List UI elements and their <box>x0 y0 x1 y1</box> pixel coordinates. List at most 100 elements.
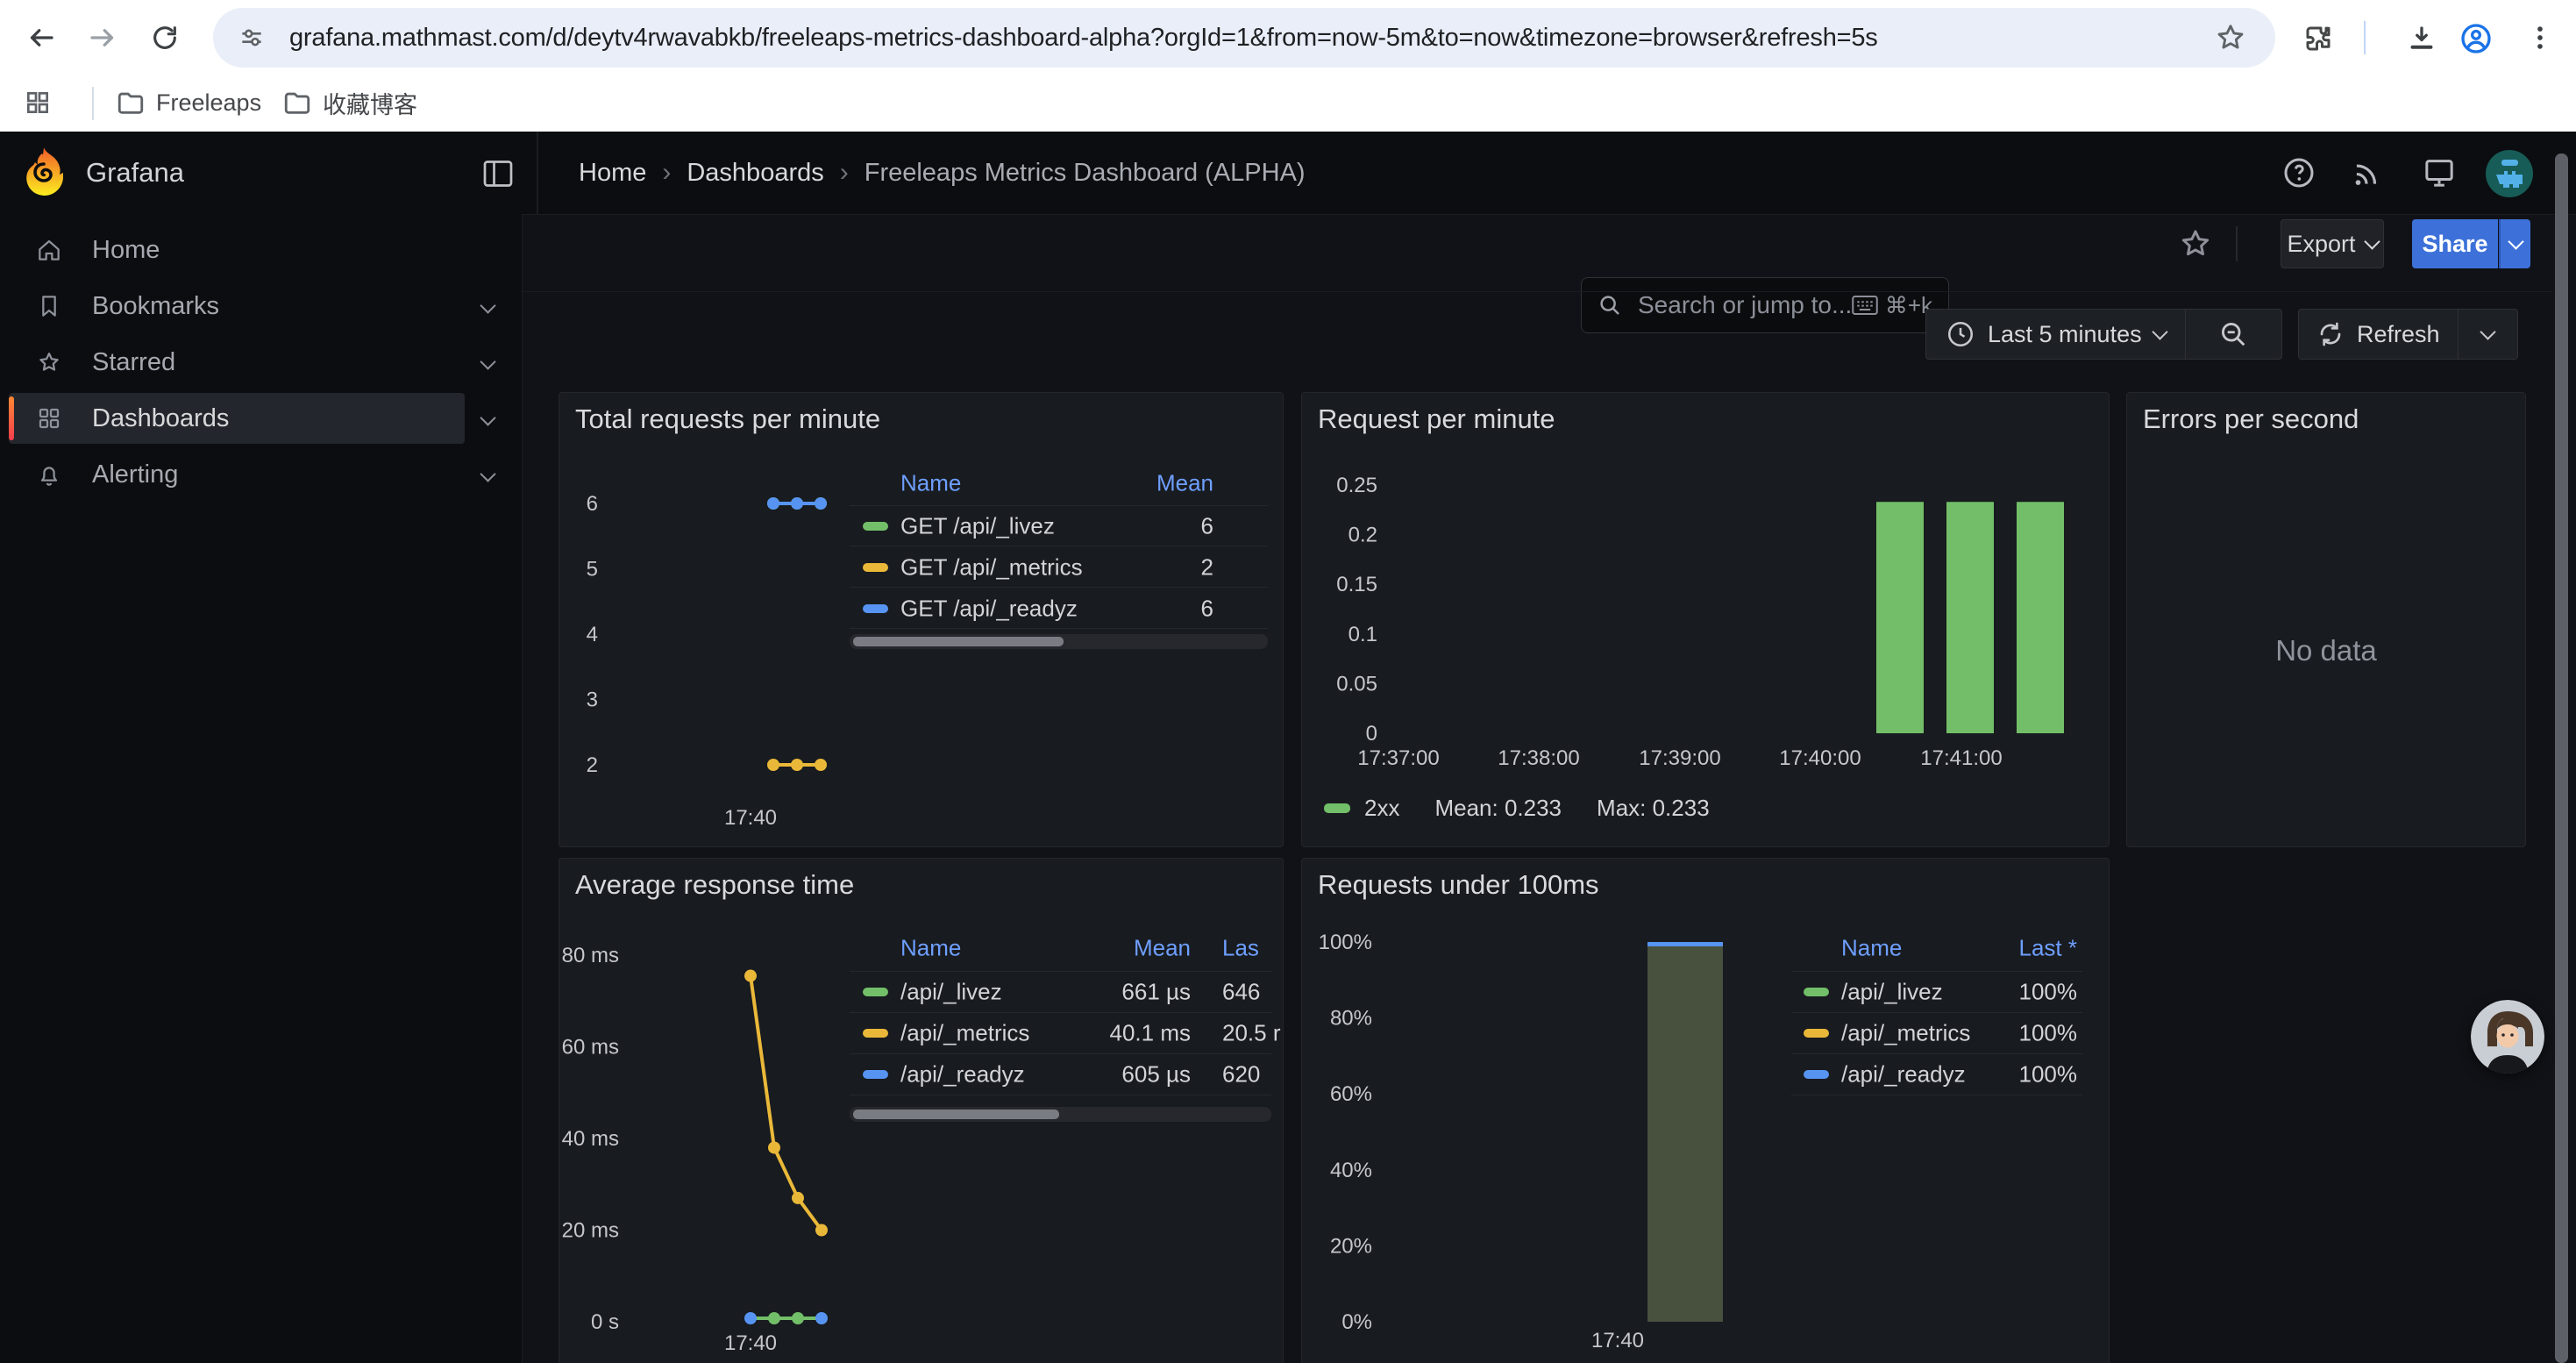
breadcrumb-item-0[interactable]: Home <box>579 158 647 187</box>
panel-title[interactable]: Requests under 100ms <box>1318 869 1599 900</box>
legend-scrollbar-thumb[interactable] <box>853 637 1064 646</box>
user-avatar[interactable] <box>2486 150 2533 202</box>
panel-title[interactable]: Average response time <box>575 869 855 900</box>
request-per-minute-chart[interactable]: 0.25 0.2 0.15 0.1 0.05 017:37:00 17:38:00 17:39… <box>1302 393 2110 847</box>
site-settings-icon[interactable] <box>232 18 271 57</box>
time-range-picker[interactable]: Last 5 minutes <box>1926 310 2185 359</box>
help-icon[interactable] <box>2276 150 2322 196</box>
export-button[interactable]: Export <box>2281 219 2384 268</box>
avg-response-time-chart[interactable]: 80 ms 60 ms 40 ms 20 ms 0 s 17:40 <box>559 859 1284 1363</box>
legend-header[interactable]: Name <box>900 934 962 961</box>
legend-header[interactable]: Mean <box>1156 469 1213 496</box>
menu-icon[interactable] <box>2520 18 2560 58</box>
legend-series-name[interactable]: /api/_metrics <box>900 1019 1030 1046</box>
extensions-icon[interactable] <box>2297 18 2339 60</box>
assistant-avatar[interactable] <box>2471 1000 2544 1074</box>
search-input[interactable]: Search or jump to... ⌘+k <box>1581 277 1949 333</box>
bookmark-star-icon[interactable] <box>2210 18 2251 58</box>
grafana-logo[interactable] <box>25 146 64 202</box>
active-indicator <box>9 396 14 440</box>
sidebar-item-label: Alerting <box>92 460 179 489</box>
rss-icon[interactable] <box>2344 150 2389 196</box>
folder-icon <box>117 92 144 114</box>
dock-menu-icon[interactable] <box>478 153 518 194</box>
downloads-icon[interactable] <box>2401 18 2443 60</box>
panel-title[interactable]: Errors per second <box>2143 403 2359 434</box>
breadcrumb-separator: › <box>662 158 672 187</box>
legend-header[interactable]: Name <box>900 469 962 496</box>
series-swatch[interactable] <box>863 604 888 613</box>
favorite-star-icon[interactable] <box>2174 223 2217 265</box>
legend-series-name[interactable]: /api/_readyz <box>1841 1060 1966 1088</box>
folder-icon <box>284 92 310 114</box>
series-swatch[interactable] <box>1804 988 1829 996</box>
apps-grid-icon[interactable] <box>18 82 58 123</box>
legend-series-name[interactable]: GET /api/_metrics <box>900 553 1083 581</box>
requests-under-100ms-chart[interactable]: 100% 80% 60% 40% 20% 0% 17:40 <box>1302 859 2110 1363</box>
chevron-down-icon[interactable] <box>480 297 496 314</box>
legend-series-name[interactable]: GET /api/_livez <box>900 512 1055 539</box>
series-swatch[interactable] <box>863 988 888 996</box>
legend-value-mean: 2 <box>1200 553 1213 581</box>
bookmark-folder-freeleaps[interactable]: Freeleaps <box>107 80 270 125</box>
legend-series-name[interactable]: /api/_livez <box>1841 978 1943 1005</box>
legend-series-name[interactable]: /api/_livez <box>900 978 1002 1005</box>
total-requests-chart[interactable]: 6 5 4 3 2 17:40 <box>559 393 1284 847</box>
back-icon[interactable] <box>22 18 60 57</box>
chevron-down-icon[interactable] <box>480 353 496 370</box>
legend-divider <box>1791 1053 2082 1054</box>
series-swatch[interactable] <box>863 1070 888 1079</box>
page-scrollbar[interactable] <box>2555 153 2568 1363</box>
chevron-down-icon[interactable] <box>480 466 496 482</box>
legend-series-name[interactable]: GET /api/_readyz <box>900 595 1078 622</box>
panel-requests-under-100ms: Requests under 100ms 100% 80% 60% 40% 20% 0% 1… <box>1301 858 2110 1363</box>
refresh-button[interactable]: Refresh <box>2299 310 2458 359</box>
series-swatch[interactable] <box>1804 1070 1829 1079</box>
legend-series-name[interactable]: /api/_metrics <box>1841 1019 1971 1046</box>
breadcrumb-item-2: Freeleaps Metrics Dashboard (ALPHA) <box>864 158 1306 187</box>
svg-text:20%: 20% <box>1330 1234 1372 1258</box>
svg-text:20 ms: 20 ms <box>562 1219 619 1243</box>
chevron-down-icon[interactable] <box>480 410 496 426</box>
legend-scrollbar-thumb[interactable] <box>853 1110 1059 1119</box>
sidebar-item-starred[interactable] <box>9 337 465 388</box>
series-swatch[interactable] <box>1804 1029 1829 1038</box>
svg-text:100%: 100% <box>1319 931 1372 954</box>
legend-header[interactable]: Mean <box>1133 934 1191 961</box>
sidebar-item-alerting[interactable] <box>9 449 465 500</box>
legend-header[interactable]: Name <box>1841 934 1903 961</box>
refresh-label: Refresh <box>2357 320 2440 347</box>
refresh-interval-dropdown[interactable] <box>2459 310 2517 359</box>
series-swatch[interactable] <box>1324 803 1350 813</box>
sidebar-item-bookmarks[interactable] <box>9 281 465 332</box>
svg-text:2: 2 <box>587 753 598 777</box>
series-swatch[interactable] <box>863 563 888 572</box>
sidebar-row-dashboards: Dashboards <box>0 393 522 444</box>
panel-title[interactable]: Request per minute <box>1318 403 1555 434</box>
url-text[interactable]: grafana.mathmast.com/d/deytv4rwavabkb/fr… <box>289 24 1878 52</box>
panel-title[interactable]: Total requests per minute <box>575 403 881 434</box>
legend-series-name[interactable]: /api/_readyz <box>900 1060 1025 1088</box>
bookmark-folder-blogs[interactable]: 收藏博客 <box>274 80 426 125</box>
series-swatch[interactable] <box>863 1029 888 1038</box>
share-button[interactable]: Share <box>2412 219 2498 268</box>
profile-icon[interactable] <box>2455 18 2497 60</box>
legend-header[interactable]: Las <box>1222 934 1259 961</box>
legend-value-last: 646 <box>1222 978 1261 1005</box>
forward-icon[interactable] <box>83 18 122 57</box>
share-dropdown-button[interactable] <box>2499 219 2530 268</box>
sidebar-item-home[interactable] <box>9 225 465 275</box>
reload-icon[interactable] <box>146 18 184 57</box>
svg-text:17:37:00: 17:37:00 <box>1357 746 1439 770</box>
bookmark-folder-label: 收藏博客 <box>323 91 417 118</box>
request-per-minute-legend[interactable]: 2xx Mean: 0.233 Max: 0.233 <box>1324 795 1710 822</box>
legend-header[interactable]: Last * <box>2018 934 2078 961</box>
legend-value-mean: 6 <box>1200 595 1213 622</box>
sidebar-item-dashboards[interactable] <box>9 393 465 444</box>
monitor-icon[interactable] <box>2416 150 2462 196</box>
breadcrumb-item-1[interactable]: Dashboards <box>687 158 824 187</box>
legend-divider <box>850 628 1268 629</box>
series-swatch[interactable] <box>863 522 888 531</box>
zoom-out-button[interactable] <box>2186 310 2281 359</box>
url-bar[interactable]: grafana.mathmast.com/d/deytv4rwavabkb/fr… <box>213 8 2275 68</box>
